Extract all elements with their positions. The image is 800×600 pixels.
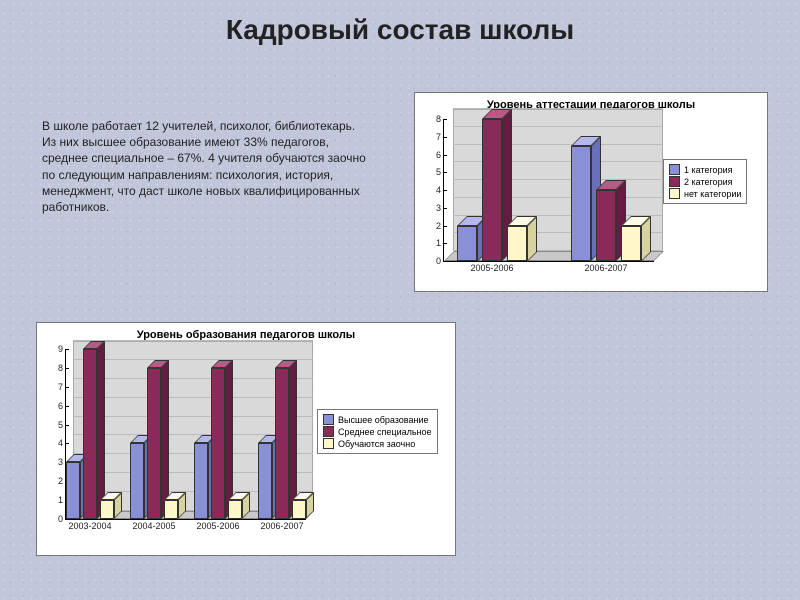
y-tick: 4: [58, 438, 66, 448]
plot-area: 0123456782005-20062006-2007: [443, 119, 654, 262]
y-tick: 1: [436, 238, 444, 248]
x-label: 2004-2005: [130, 519, 178, 532]
bar: [292, 500, 306, 519]
bar: [164, 500, 178, 519]
x-label: 2005-2006: [457, 261, 527, 274]
y-tick: 6: [58, 401, 66, 411]
legend-item: Высшее образование: [323, 414, 432, 425]
bar: [596, 190, 616, 261]
x-label: 2006-2007: [571, 261, 641, 274]
bar: [457, 226, 477, 262]
y-tick: 9: [58, 344, 66, 354]
y-tick: 8: [436, 114, 444, 124]
bar: [482, 119, 502, 261]
y-tick: 8: [58, 363, 66, 373]
legend-label: Обучаются заочно: [338, 439, 415, 449]
legend-swatch: [323, 438, 334, 449]
y-tick: 5: [436, 167, 444, 177]
page-title: Кадровый состав школы: [0, 0, 800, 46]
legend-item: Среднее специальное: [323, 426, 432, 437]
bar: [147, 368, 161, 519]
legend: 1 категория 2 категория нет категории: [663, 159, 747, 204]
legend-swatch: [323, 414, 334, 425]
bar: [571, 146, 591, 261]
legend-label: Высшее образование: [338, 415, 429, 425]
bar: [130, 443, 144, 519]
y-tick: 2: [58, 476, 66, 486]
bar: [507, 226, 527, 262]
y-tick: 4: [436, 185, 444, 195]
bar: [100, 500, 114, 519]
chart-education: Уровень образования педагогов школы01234…: [36, 322, 456, 556]
bar: [66, 462, 80, 519]
bar: [621, 226, 641, 262]
bar: [194, 443, 208, 519]
legend-label: 1 категория: [684, 165, 732, 175]
legend-swatch: [669, 188, 680, 199]
y-tick: 6: [436, 150, 444, 160]
y-tick: 5: [58, 420, 66, 430]
legend-item: Обучаются заочно: [323, 438, 432, 449]
bar: [275, 368, 289, 519]
chart-attestation: Уровень аттестации педагогов школы012345…: [414, 92, 768, 292]
bar: [211, 368, 225, 519]
x-label: 2006-2007: [258, 519, 306, 532]
y-tick: 0: [58, 514, 66, 524]
y-tick: 7: [436, 132, 444, 142]
y-tick: 1: [58, 495, 66, 505]
legend-swatch: [669, 164, 680, 175]
y-tick: 7: [58, 382, 66, 392]
x-label: 2003-2004: [66, 519, 114, 532]
y-tick: 3: [436, 203, 444, 213]
legend-label: 2 категория: [684, 177, 732, 187]
legend-item: 2 категория: [669, 176, 741, 187]
bar: [258, 443, 272, 519]
bar: [228, 500, 242, 519]
bar: [83, 349, 97, 519]
legend-item: нет категории: [669, 188, 741, 199]
legend-label: Среднее специальное: [338, 427, 432, 437]
legend-swatch: [323, 426, 334, 437]
y-tick: 2: [436, 221, 444, 231]
body-text: В школе работает 12 учителей, психолог, …: [42, 118, 372, 215]
legend-label: нет категории: [684, 189, 741, 199]
y-tick: 0: [436, 256, 444, 266]
legend-item: 1 категория: [669, 164, 741, 175]
x-label: 2005-2006: [194, 519, 242, 532]
legend-swatch: [669, 176, 680, 187]
legend: Высшее образование Среднее специальное Обу…: [317, 409, 438, 454]
y-tick: 3: [58, 457, 66, 467]
plot-area: 01234567892003-20042004-20052005-2006200…: [65, 349, 306, 520]
